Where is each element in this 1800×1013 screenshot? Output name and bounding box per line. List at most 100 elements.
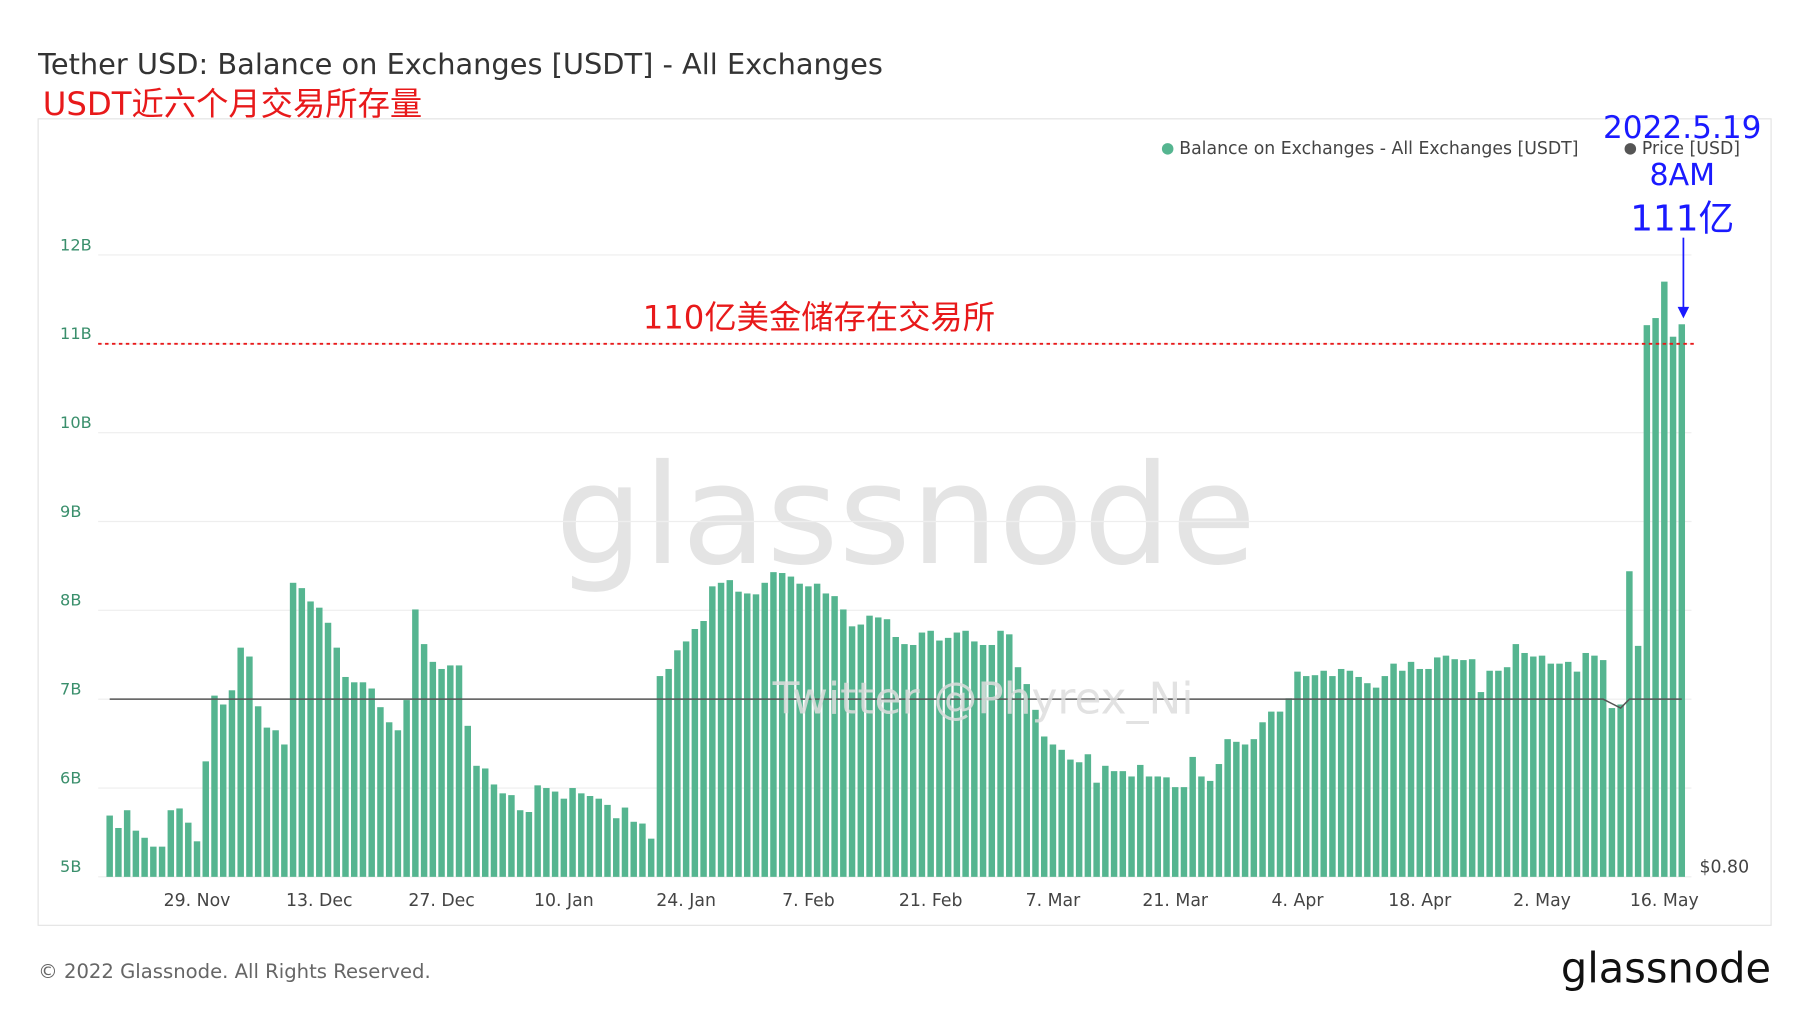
bar [534, 785, 541, 877]
bar [1102, 765, 1109, 877]
x-tick-label: 18. Apr [1388, 891, 1452, 911]
bar [429, 661, 437, 877]
bar [1259, 722, 1266, 877]
bar [525, 812, 533, 877]
legend-marker [1161, 143, 1174, 155]
bar [909, 644, 917, 877]
bar [316, 607, 323, 877]
bar [1372, 687, 1380, 877]
bar [1067, 759, 1074, 877]
bar [586, 796, 594, 877]
annotation: 8AM [1650, 158, 1715, 193]
bar [359, 682, 367, 877]
bar [1049, 744, 1057, 877]
bar [1023, 684, 1030, 877]
bar [1006, 634, 1013, 877]
credit: Twitter @Phyrex_Ni [772, 673, 1194, 724]
bar [263, 727, 271, 877]
bar [962, 630, 969, 877]
bar [272, 730, 279, 877]
bar [1425, 668, 1432, 877]
bar [682, 641, 690, 877]
annotation: 2022.5.19 [1603, 110, 1761, 146]
bar [1547, 663, 1555, 877]
bar [709, 586, 716, 877]
bar [813, 583, 821, 877]
bar [1137, 764, 1144, 877]
bar [1538, 655, 1546, 877]
bar [665, 668, 672, 877]
x-tick-label: 24. Jan [656, 891, 716, 911]
y-tick-label: 8B [60, 591, 81, 610]
bar [543, 788, 550, 877]
bar [1329, 676, 1336, 877]
bar [1189, 756, 1196, 877]
bar [324, 622, 332, 877]
bar [333, 647, 340, 877]
bar [447, 665, 454, 877]
bar [123, 810, 131, 877]
bar [1285, 698, 1292, 877]
x-tick-label: 7. Mar [1026, 891, 1082, 911]
bar [1512, 644, 1520, 877]
bar [1163, 777, 1170, 877]
bar [1661, 281, 1668, 877]
bar [578, 793, 585, 877]
bar [1215, 764, 1223, 877]
bar [1617, 704, 1624, 877]
bar [1556, 663, 1563, 877]
bar [412, 609, 419, 877]
bar [1442, 655, 1450, 877]
x-tick-label: 7. Feb [782, 891, 835, 911]
x-tick-label: 27. Dec [408, 891, 474, 911]
bar [1573, 671, 1581, 877]
bar [1399, 670, 1406, 877]
bar [840, 609, 847, 877]
bar [700, 620, 707, 877]
bar [246, 656, 253, 877]
bar [656, 676, 664, 877]
bar [1599, 660, 1607, 877]
bar [185, 822, 192, 877]
bar [639, 823, 646, 877]
bar [717, 582, 725, 877]
bar [464, 725, 471, 877]
bar [167, 810, 175, 877]
bar [307, 601, 314, 877]
bar [770, 572, 777, 877]
x-tick-label: 2. May [1513, 891, 1571, 911]
bar [1468, 659, 1476, 877]
bar [796, 583, 803, 877]
bar [1652, 318, 1659, 877]
bar [1416, 668, 1423, 877]
bar [1320, 670, 1327, 877]
bar [1058, 749, 1065, 877]
annotation-arrowhead [1677, 306, 1690, 319]
bar [613, 818, 620, 877]
y-tick-label: 11B [60, 324, 92, 343]
bar [1495, 670, 1502, 877]
bar [848, 626, 856, 877]
bar [420, 644, 428, 877]
bar [1521, 652, 1528, 877]
bar [918, 632, 926, 877]
bar [1381, 676, 1389, 877]
x-tick-label: 21. Mar [1142, 891, 1209, 911]
chart-frame [37, 118, 1772, 926]
bar [1302, 676, 1310, 877]
bar [1626, 571, 1633, 877]
bar [674, 650, 681, 877]
legend-label: Price [USD] [1642, 139, 1740, 159]
bar [403, 700, 410, 877]
bar [176, 808, 183, 877]
bar [281, 744, 288, 877]
bar [193, 841, 201, 877]
bar [901, 644, 908, 877]
footer: © 2022 Glassnode. All Rights Reserved. [38, 960, 431, 983]
bar [473, 765, 480, 877]
bar [1608, 708, 1616, 877]
bar [1206, 780, 1214, 877]
bar [1233, 741, 1240, 877]
y-tick-label: 9B [60, 502, 81, 521]
reference-label: 110亿美金储存在交易所 [643, 299, 995, 337]
